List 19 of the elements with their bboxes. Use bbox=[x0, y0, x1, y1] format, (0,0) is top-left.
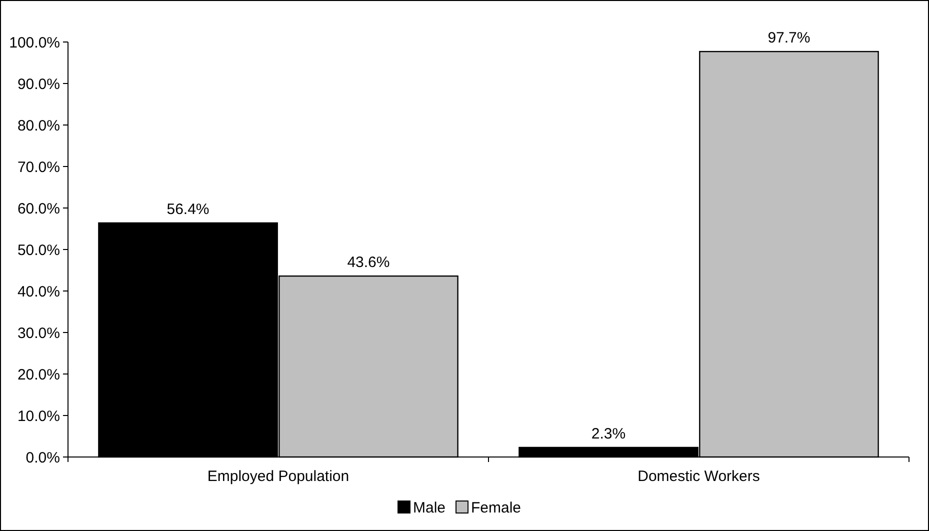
y-tick-label: 70.0% bbox=[17, 158, 60, 176]
data-label: 56.4% bbox=[166, 200, 210, 218]
y-tick-label: 60.0% bbox=[17, 200, 60, 218]
y-tick-label: 20.0% bbox=[17, 366, 60, 384]
x-tick-label: Employed Population bbox=[207, 468, 350, 485]
data-label: 2.3% bbox=[591, 425, 626, 442]
data-label: 97.7% bbox=[768, 30, 810, 47]
y-tick-label: 50.0% bbox=[17, 242, 60, 259]
data-label: 43.6% bbox=[347, 254, 390, 272]
legend-label: Male bbox=[413, 499, 446, 516]
y-tick-label: 100.0% bbox=[9, 34, 60, 52]
x-tick-label: Domestic Workers bbox=[638, 468, 760, 485]
y-tick-label: 10.0% bbox=[17, 408, 60, 425]
y-tick-label: 80.0% bbox=[17, 117, 60, 134]
y-tick-label: 90.0% bbox=[17, 76, 60, 93]
legend-label: Female bbox=[471, 499, 522, 516]
y-tick-label: 30.0% bbox=[17, 324, 60, 342]
y-tick-label: 0.0% bbox=[26, 449, 60, 466]
y-tick-label: 40.0% bbox=[17, 283, 60, 300]
